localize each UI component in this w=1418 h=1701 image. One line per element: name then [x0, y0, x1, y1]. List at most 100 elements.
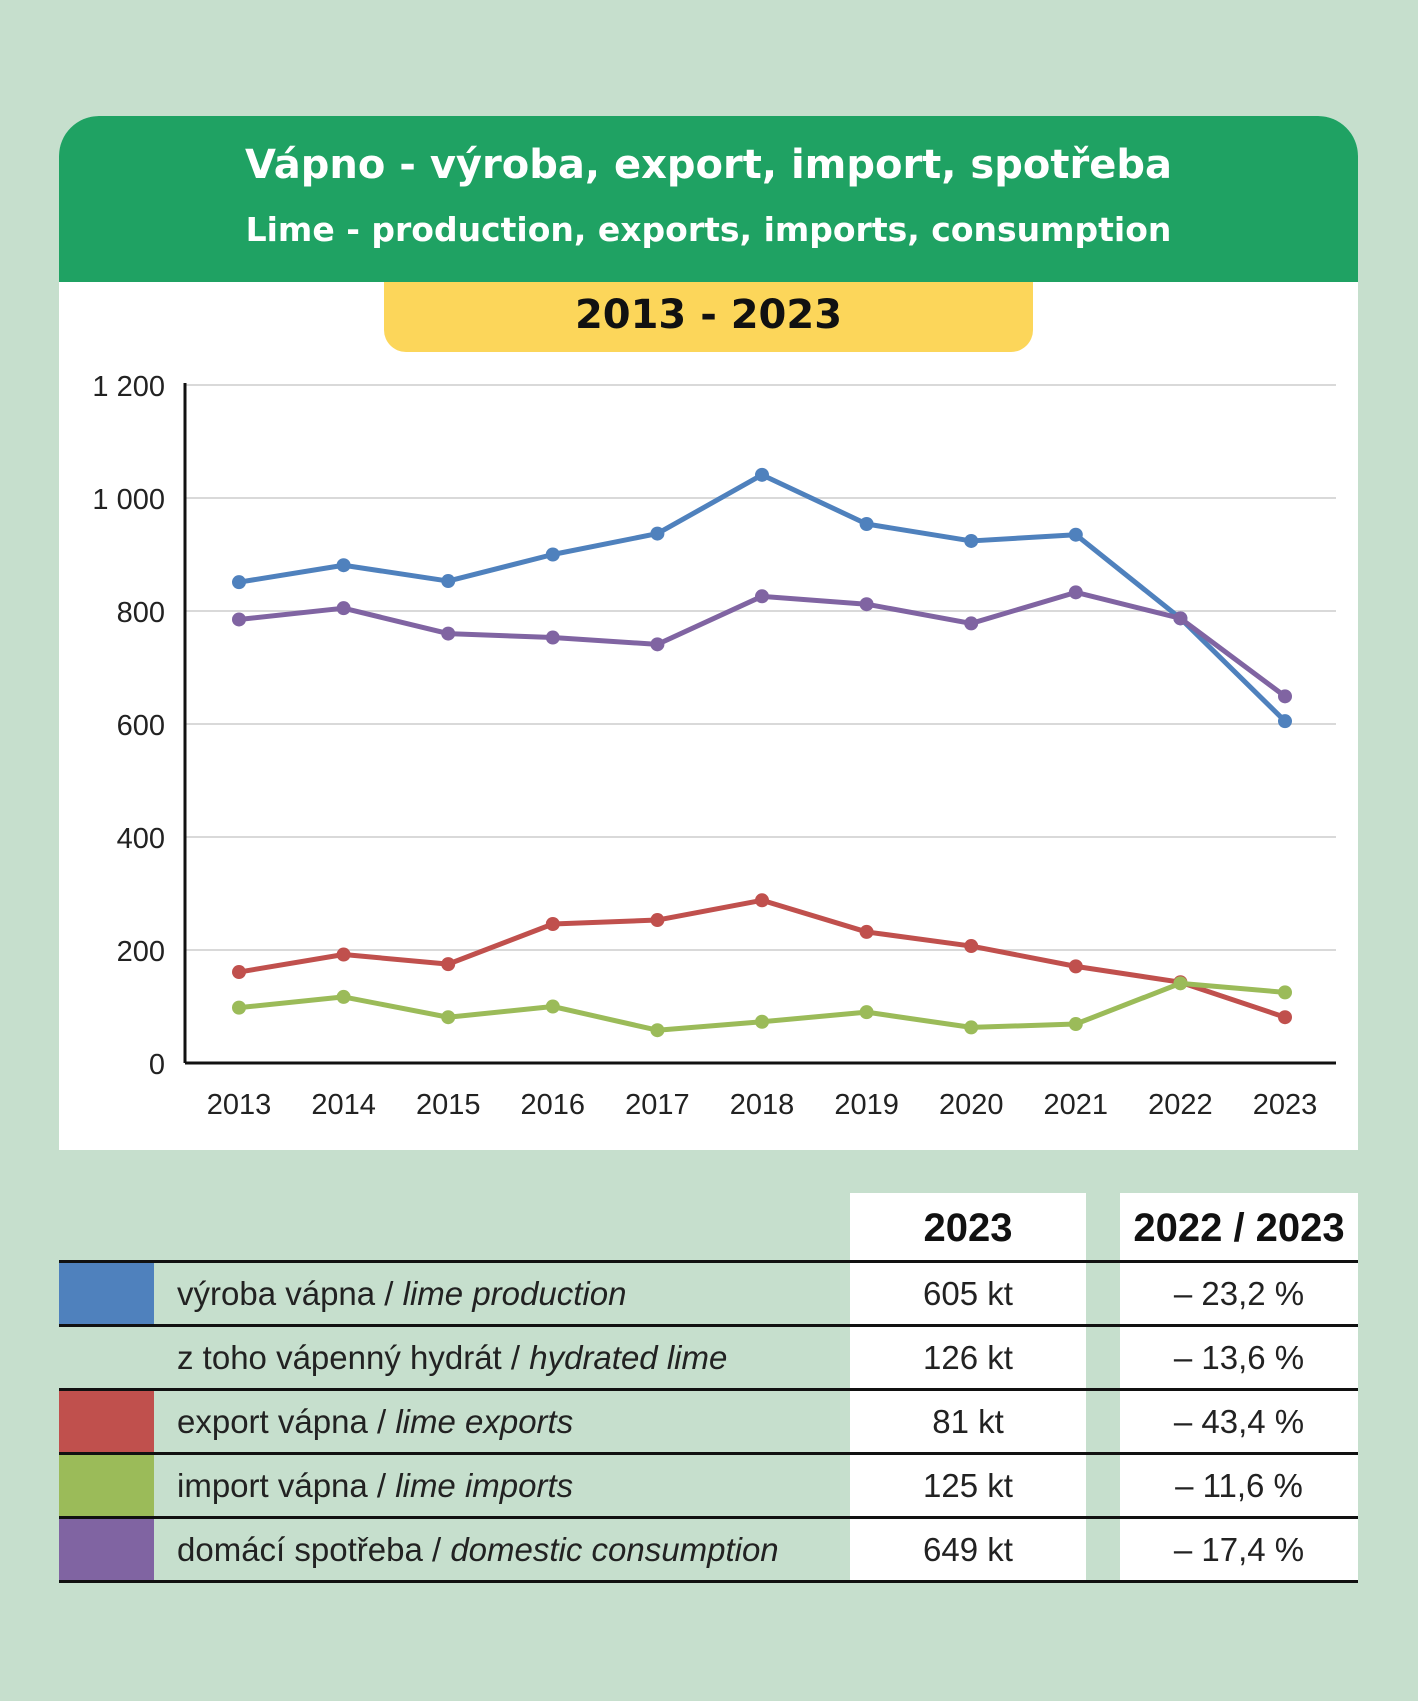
row-label-en: hydrated lime [529, 1339, 728, 1376]
column-bg-change [1120, 1193, 1358, 1580]
x-tick-label: 2022 [1148, 1089, 1213, 1121]
x-tick-label: 2020 [939, 1089, 1004, 1121]
data-point [336, 601, 351, 616]
row-change: – 11,6 % [1175, 1467, 1303, 1504]
header-change: 2022 / 2023 [1133, 1206, 1345, 1250]
data-point [1278, 689, 1292, 704]
data-point [650, 637, 665, 652]
data-point [1173, 611, 1188, 626]
table-bottom-rule [59, 1580, 1358, 1583]
data-point [1068, 959, 1083, 974]
data-point [545, 917, 560, 932]
data-point [755, 467, 769, 482]
row-label-cz: import vápna / [177, 1467, 396, 1504]
data-point [232, 575, 246, 590]
row-label-cz: z toho vápenný hydrát / [177, 1339, 530, 1376]
data-point [232, 965, 246, 980]
data-point [1278, 985, 1292, 1000]
row-change: – 23,2 % [1173, 1275, 1305, 1312]
table-row: z toho vápenný hydrát / hydrated lime 126… [59, 1324, 1358, 1388]
line-chart: 0 200 400 600 800 1 000 1 200 2013 2014 2015 2016 2… [92, 371, 1336, 1121]
row-label-en: lime production [402, 1275, 627, 1312]
legend-swatch [59, 1263, 154, 1324]
data-point [545, 999, 560, 1014]
data-point [1068, 585, 1083, 600]
table-row: import vápna / lime imports 125 kt – 11,6 … [59, 1452, 1358, 1516]
chart-header: Vápno - výroba, export, import, spotřeba… [59, 116, 1358, 282]
row-value-2023: 125 kt [923, 1467, 1013, 1504]
data-point [545, 630, 560, 645]
data-point [964, 1020, 979, 1035]
data-point [441, 574, 456, 589]
row-label-cz: výroba vápna / [177, 1275, 403, 1312]
data-point [1278, 714, 1292, 729]
data-point [964, 533, 979, 548]
x-tick-label: 2016 [521, 1089, 586, 1121]
data-point [441, 1010, 456, 1025]
x-tick-label: 2013 [207, 1089, 272, 1121]
data-point [964, 939, 979, 954]
data-point [1278, 1010, 1292, 1025]
row-label: domácí spotřeba / domestic consumption [177, 1519, 779, 1580]
row-label-en: lime imports [395, 1467, 574, 1504]
row-value-2023: 605 kt [923, 1275, 1013, 1312]
data-point [650, 526, 665, 541]
data-point [859, 1005, 874, 1020]
row-label-en: lime exports [395, 1403, 574, 1440]
x-tick-label: 2019 [834, 1089, 899, 1121]
data-point [441, 957, 456, 972]
x-tick-label: 2021 [1044, 1089, 1109, 1121]
data-point [336, 947, 351, 962]
y-tick-label: 600 [117, 710, 165, 742]
x-tick-label: 2023 [1253, 1089, 1318, 1121]
row-change: – 43,4 % [1173, 1403, 1305, 1440]
x-tick-label: 2017 [625, 1089, 690, 1121]
x-tick-label: 2014 [311, 1089, 376, 1121]
data-point [859, 516, 874, 531]
header-2023: 2023 [923, 1206, 1013, 1250]
y-tick-label: 800 [117, 597, 165, 629]
data-point [755, 893, 769, 908]
data-point [232, 1000, 246, 1015]
row-value-2023: 649 kt [923, 1531, 1013, 1568]
data-point [650, 1023, 665, 1038]
data-point [964, 616, 979, 631]
data-point [441, 626, 456, 641]
row-label-cz: domácí spotřeba / [177, 1531, 451, 1568]
y-tick-label: 1 200 [92, 371, 165, 403]
x-tick-label: 2015 [416, 1089, 481, 1121]
period-badge: 2013 - 2023 [384, 282, 1033, 352]
row-label: export vápna / lime exports [177, 1391, 573, 1452]
data-point [755, 589, 769, 604]
y-tick-label: 0 [149, 1049, 165, 1081]
data-point [650, 913, 665, 928]
y-tick-label: 400 [117, 823, 165, 855]
series-line-2 [238, 897, 1286, 1020]
data-point [545, 547, 560, 562]
chart-card: Vápno - výroba, export, import, spotřeba… [59, 116, 1358, 1150]
title-en: Lime - production, exports, imports, con… [245, 210, 1172, 249]
row-change: – 13,6 % [1173, 1339, 1305, 1376]
series-line-1 [238, 589, 1287, 699]
table-row: domácí spotřeba / domestic consumption 64… [59, 1516, 1358, 1580]
row-label: import vápna / lime imports [177, 1455, 573, 1516]
data-point [755, 1014, 769, 1029]
row-label-en: domestic consumption [450, 1531, 779, 1568]
x-tick-label: 2018 [730, 1089, 795, 1121]
row-change: – 17,4 % [1173, 1531, 1305, 1568]
data-point [336, 989, 351, 1004]
legend-swatch [59, 1519, 154, 1580]
column-bg-2023 [850, 1193, 1086, 1580]
legend-swatch [59, 1391, 154, 1452]
legend-swatch [59, 1455, 154, 1516]
y-tick-label: 200 [117, 936, 165, 968]
row-value-2023: 81 kt [932, 1403, 1004, 1440]
data-point [336, 558, 351, 573]
data-point [1173, 976, 1188, 991]
row-value-2023: 126 kt [923, 1339, 1013, 1376]
table-row: export vápna / lime exports 81 kt – 43,4 % [59, 1388, 1358, 1452]
row-label-cz: export vápna / [177, 1403, 396, 1440]
data-point [1068, 1017, 1083, 1032]
data-point [859, 924, 874, 939]
row-label: z toho vápenný hydrát / hydrated lime [177, 1327, 727, 1388]
